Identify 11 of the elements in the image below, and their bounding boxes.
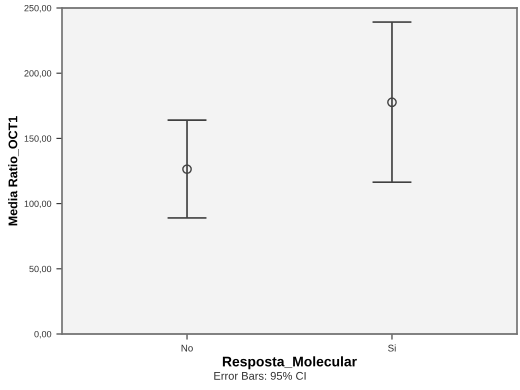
y-tick-label: 200,00 [24,70,52,78]
text: Error Bars: 95% CI [214,372,306,380]
y-tick-label: 250,00 [24,4,52,12]
y-tick-label: 150,00 [24,135,52,143]
y-tick-label: 100,00 [24,200,52,208]
y-tick-label: 50,00 [29,266,52,274]
y-tick-label: 0,00 [34,330,52,338]
y-axis-title: Media Ratio_OCT1 [8,116,19,226]
x-tick-label: Si [388,344,396,352]
x-tick-label: No [182,344,193,352]
x-axis-title: Resposta_Molecular [222,356,357,370]
